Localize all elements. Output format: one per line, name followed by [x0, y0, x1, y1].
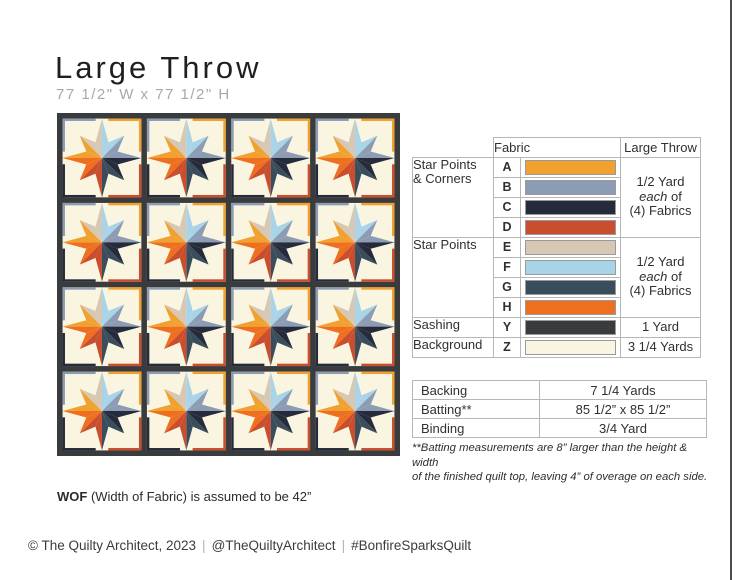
yardage-column-header: Large Throw: [620, 137, 701, 158]
quilt-preview: [57, 113, 400, 456]
star-block: [231, 118, 311, 198]
star-block: [62, 202, 142, 282]
quilt-preview-image: [57, 113, 400, 456]
fabric-letter: H: [493, 296, 521, 318]
table-row: Star Points E 1/2 Yard each of (4) Fabri…: [412, 236, 701, 318]
fabric-letter: A: [493, 156, 521, 178]
star-block: [146, 371, 226, 451]
fabric-swatch: [525, 219, 616, 235]
table-row: F: [413, 256, 701, 278]
fabric-swatch-cell: [520, 296, 621, 318]
yardage-cell: 3 1/4 Yards: [620, 336, 701, 358]
copyright-footer: © The Quilty Architect, 2023 | @TheQuiltyA…: [28, 538, 471, 553]
star-block: [315, 118, 395, 198]
separator: |: [341, 538, 346, 553]
star-block: [146, 118, 226, 198]
supply-label: Binding: [412, 418, 540, 438]
fabric-swatch: [525, 259, 616, 275]
group-label-background: Background: [412, 336, 494, 358]
supply-label: Batting**: [412, 399, 540, 419]
yardage-cell: 1 Yard: [620, 316, 701, 338]
star-block: [315, 202, 395, 282]
fabric-swatch: [525, 159, 616, 175]
wof-note: WOF (Width of Fabric) is assumed to be 4…: [57, 489, 312, 504]
supply-value: 3/4 Yard: [539, 418, 707, 438]
page-title: Large Throw: [55, 50, 262, 85]
supply-label: Backing: [412, 380, 540, 400]
fabric-table-corner-cell: [413, 138, 494, 158]
fabric-letter: B: [493, 176, 521, 198]
fabric-swatch: [525, 339, 616, 355]
fabric-letter: F: [493, 256, 521, 278]
fabric-swatch: [525, 279, 616, 295]
fabric-swatch-cell: [520, 196, 621, 218]
separator: |: [202, 538, 206, 553]
fabric-swatch-cell: [520, 336, 621, 358]
social-handle: @TheQuiltyArchitect: [211, 538, 336, 553]
supply-value: 85 1/2” x 85 1/2”: [539, 399, 707, 419]
copyright-text: © The Quilty Architect, 2023: [28, 538, 197, 553]
fabric-letter: C: [493, 196, 521, 218]
star-block: [315, 371, 395, 451]
supply-value: 7 1/4 Yards: [539, 380, 707, 400]
quilt-dimensions: 77 1/2" W x 77 1/2" H: [56, 86, 231, 103]
fabric-swatch: [525, 299, 616, 315]
star-block: [146, 202, 226, 282]
star-block: [62, 118, 142, 198]
table-row: Sashing Y 1 Yard: [412, 316, 701, 338]
yardage-cell: 1/2 Yard each of (4) Fabrics: [620, 156, 701, 238]
table-row: Batting** 85 1/2” x 85 1/2”: [412, 399, 707, 419]
fabric-letter: G: [493, 276, 521, 298]
fabric-swatch: [525, 179, 616, 195]
table-row: D: [413, 216, 701, 238]
table-row: H: [413, 296, 701, 318]
fabric-letter: D: [493, 216, 521, 238]
fabric-swatch: [525, 199, 616, 215]
table-row: Binding 3/4 Yard: [412, 418, 707, 438]
fabric-swatch-cell: [520, 316, 621, 338]
batting-footnote: **Batting measurements are 8” larger tha…: [412, 442, 708, 484]
fabric-swatch: [525, 319, 616, 335]
star-block: [62, 287, 142, 367]
hashtag: #BonfireSparksQuilt: [351, 538, 472, 553]
group-label-star-points: Star Points: [412, 236, 494, 318]
star-block: [231, 371, 311, 451]
fabric-swatch-cell: [520, 256, 621, 278]
fabric-swatch-cell: [520, 176, 621, 198]
yardage-cell: 1/2 Yard each of (4) Fabrics: [620, 236, 701, 318]
fabric-table-header-row: Fabric Large Throw: [413, 137, 701, 158]
group-label-sashing: Sashing: [412, 316, 494, 338]
star-block: [146, 287, 226, 367]
fabric-swatch-cell: [520, 276, 621, 298]
table-row: C: [413, 196, 701, 218]
fabric-swatch-cell: [520, 216, 621, 238]
fabric-letter: Z: [493, 336, 521, 358]
star-block: [231, 202, 311, 282]
star-block: [315, 287, 395, 367]
page-edge-line: [730, 0, 732, 580]
fabric-letter: Y: [493, 316, 521, 338]
fabric-swatch: [525, 239, 616, 255]
fabric-letter: E: [493, 236, 521, 258]
table-row: Star Points & Corners A 1/2 Yard each of…: [412, 156, 701, 238]
star-block: [62, 371, 142, 451]
group-label-star-points-corners: Star Points & Corners: [412, 156, 494, 238]
fabric-requirements-table: Fabric Large Throw Star Points & Corners…: [412, 137, 701, 358]
table-row: Background Z 3 1/4 Yards: [412, 336, 701, 358]
fabric-swatch-cell: [520, 156, 621, 178]
fabric-column-header: Fabric: [493, 137, 621, 158]
table-row: Backing 7 1/4 Yards: [412, 380, 707, 400]
supplies-table: Backing 7 1/4 Yards Batting** 85 1/2” x …: [412, 380, 707, 438]
fabric-swatch-cell: [520, 236, 621, 258]
star-block: [231, 287, 311, 367]
